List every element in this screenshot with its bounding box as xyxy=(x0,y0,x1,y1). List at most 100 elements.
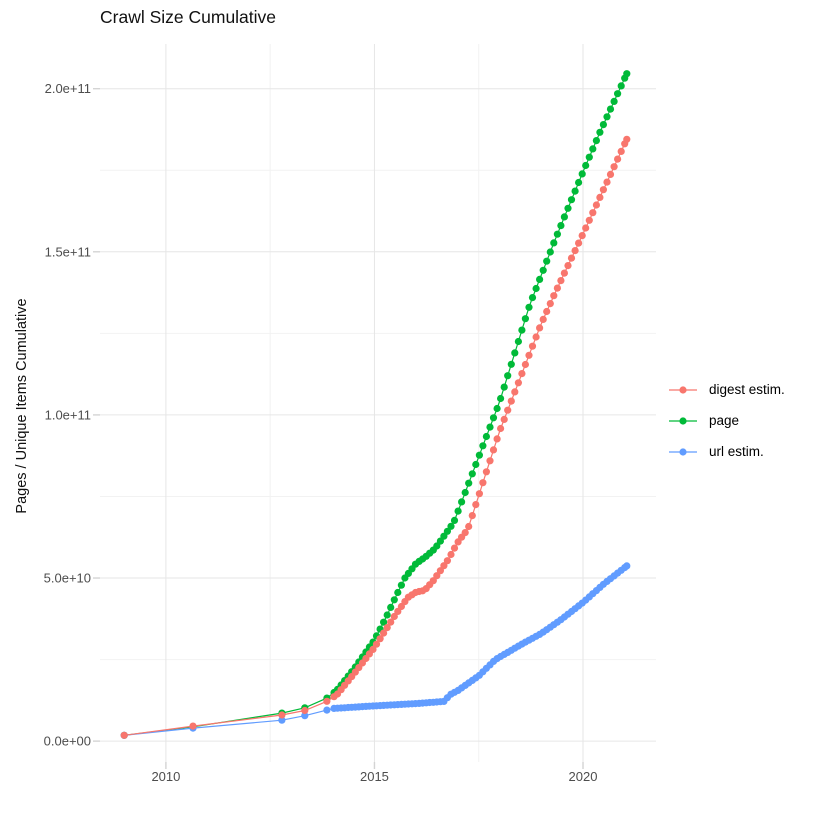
series-point-digest-estim- xyxy=(575,239,583,247)
series-point-digest-estim- xyxy=(493,435,501,443)
series-point-page xyxy=(390,596,398,604)
series-point-page xyxy=(486,423,494,431)
legend-item-digest-estim-: digest estim. xyxy=(668,374,785,405)
series-point-digest-estim- xyxy=(465,522,473,531)
y-axis-title: Pages / Unique Items Cumulative xyxy=(14,298,30,514)
series-point-page xyxy=(560,213,569,221)
series-point-page xyxy=(585,153,593,161)
series-point-digest-estim- xyxy=(500,415,508,423)
series-point-digest-estim- xyxy=(390,612,398,621)
series-point-page xyxy=(536,275,544,283)
series-point-digest-estim- xyxy=(614,155,622,163)
series-point-page xyxy=(454,507,462,515)
series-point-digest-estim- xyxy=(468,511,476,520)
legend-key-icon xyxy=(669,447,697,456)
series-point-digest-estim- xyxy=(387,618,395,626)
x-tick-label: 2020 xyxy=(569,769,598,784)
series-point-digest-estim- xyxy=(525,351,533,359)
series-point-digest-estim- xyxy=(571,247,579,255)
series-point-page xyxy=(623,70,631,78)
chart-title: Crawl Size Cumulative xyxy=(100,7,277,27)
series-point-page xyxy=(511,349,519,357)
series-point-digest-estim- xyxy=(486,457,494,465)
series-point-digest-estim- xyxy=(461,529,469,537)
series-point-digest-estim- xyxy=(528,342,537,350)
series-point-page xyxy=(500,383,508,391)
series-point-page xyxy=(550,239,558,247)
series-point-digest-estim- xyxy=(511,388,519,396)
series-point-digest-estim- xyxy=(479,479,487,487)
series-point-page xyxy=(497,394,505,403)
series-point-digest-estim- xyxy=(497,424,505,433)
series-point-digest-estim- xyxy=(606,170,615,178)
series-point-page xyxy=(504,372,512,380)
series-point-digest-estim- xyxy=(578,232,586,240)
series-point-page xyxy=(564,204,572,212)
y-tick-label: 0.0e+00 xyxy=(44,734,91,749)
series-point-digest-estim- xyxy=(623,135,631,143)
series-point-page xyxy=(458,498,466,506)
series-point-digest-estim- xyxy=(504,406,512,414)
legend-key-icon xyxy=(669,385,697,394)
series-point-digest-estim- xyxy=(560,269,569,277)
series-point-digest-estim- xyxy=(599,186,608,194)
series-point-url-estim- xyxy=(323,706,331,714)
series-point-page xyxy=(461,488,469,497)
series-point-digest-estim- xyxy=(617,147,625,155)
series-point-page xyxy=(528,294,537,302)
series-point-digest-estim- xyxy=(433,572,441,580)
series-point-page xyxy=(596,128,604,136)
x-tick-label: 2015 xyxy=(360,769,389,784)
series-point-digest-estim- xyxy=(380,629,388,637)
series-point-page xyxy=(532,284,540,293)
legend: digest estim. page url estim. xyxy=(668,374,785,467)
series-point-digest-estim- xyxy=(546,300,554,308)
series-point-page xyxy=(589,145,597,153)
series-point-page xyxy=(468,470,476,478)
series-point-page xyxy=(475,451,483,459)
series-point-digest-estim- xyxy=(585,216,593,224)
series-point-page xyxy=(592,137,601,145)
series-point-digest-estim- xyxy=(278,711,286,719)
series-point-page xyxy=(571,187,579,195)
series-point-page xyxy=(575,178,583,187)
series-point-digest-estim- xyxy=(507,397,515,405)
series-point-page xyxy=(567,196,576,204)
series-point-digest-estim- xyxy=(592,201,601,209)
series-point-page xyxy=(582,161,590,170)
legend-item-page: page xyxy=(668,405,785,436)
y-tick-label: 2.0e+11 xyxy=(45,81,91,96)
series-point-page xyxy=(450,516,459,525)
series-point-digest-estim- xyxy=(482,468,490,476)
series-point-digest-estim- xyxy=(582,224,590,232)
series-point-page xyxy=(507,360,515,368)
series-point-page xyxy=(489,414,498,422)
series-point-page xyxy=(614,90,622,98)
legend-label: digest estim. xyxy=(709,382,785,397)
series-point-digest-estim- xyxy=(521,360,530,369)
series-point-page xyxy=(465,479,473,487)
series-point-digest-estim- xyxy=(323,697,331,705)
series-point-page xyxy=(482,432,490,441)
series-point-page xyxy=(539,266,547,274)
series-point-page xyxy=(387,603,395,612)
series-point-digest-estim- xyxy=(589,209,597,217)
series-point-page xyxy=(557,222,565,230)
series-point-digest-estim- xyxy=(369,645,377,654)
series-point-page xyxy=(394,588,402,597)
series-point-digest-estim- xyxy=(447,550,455,559)
series-point-page xyxy=(610,97,618,105)
series-point-digest-estim- xyxy=(557,277,565,285)
legend-item-url-estim-: url estim. xyxy=(668,436,785,467)
series-point-digest-estim- xyxy=(518,370,526,378)
series-point-page xyxy=(553,230,562,238)
series-point-digest-estim- xyxy=(372,640,381,648)
series-point-digest-estim- xyxy=(443,557,451,565)
series-point-digest-estim- xyxy=(532,333,540,341)
series-point-url-estim- xyxy=(301,712,309,720)
series-point-page xyxy=(479,442,487,450)
series-point-digest-estim- xyxy=(383,624,391,632)
series-point-page xyxy=(447,522,455,530)
series-point-page xyxy=(397,581,405,589)
